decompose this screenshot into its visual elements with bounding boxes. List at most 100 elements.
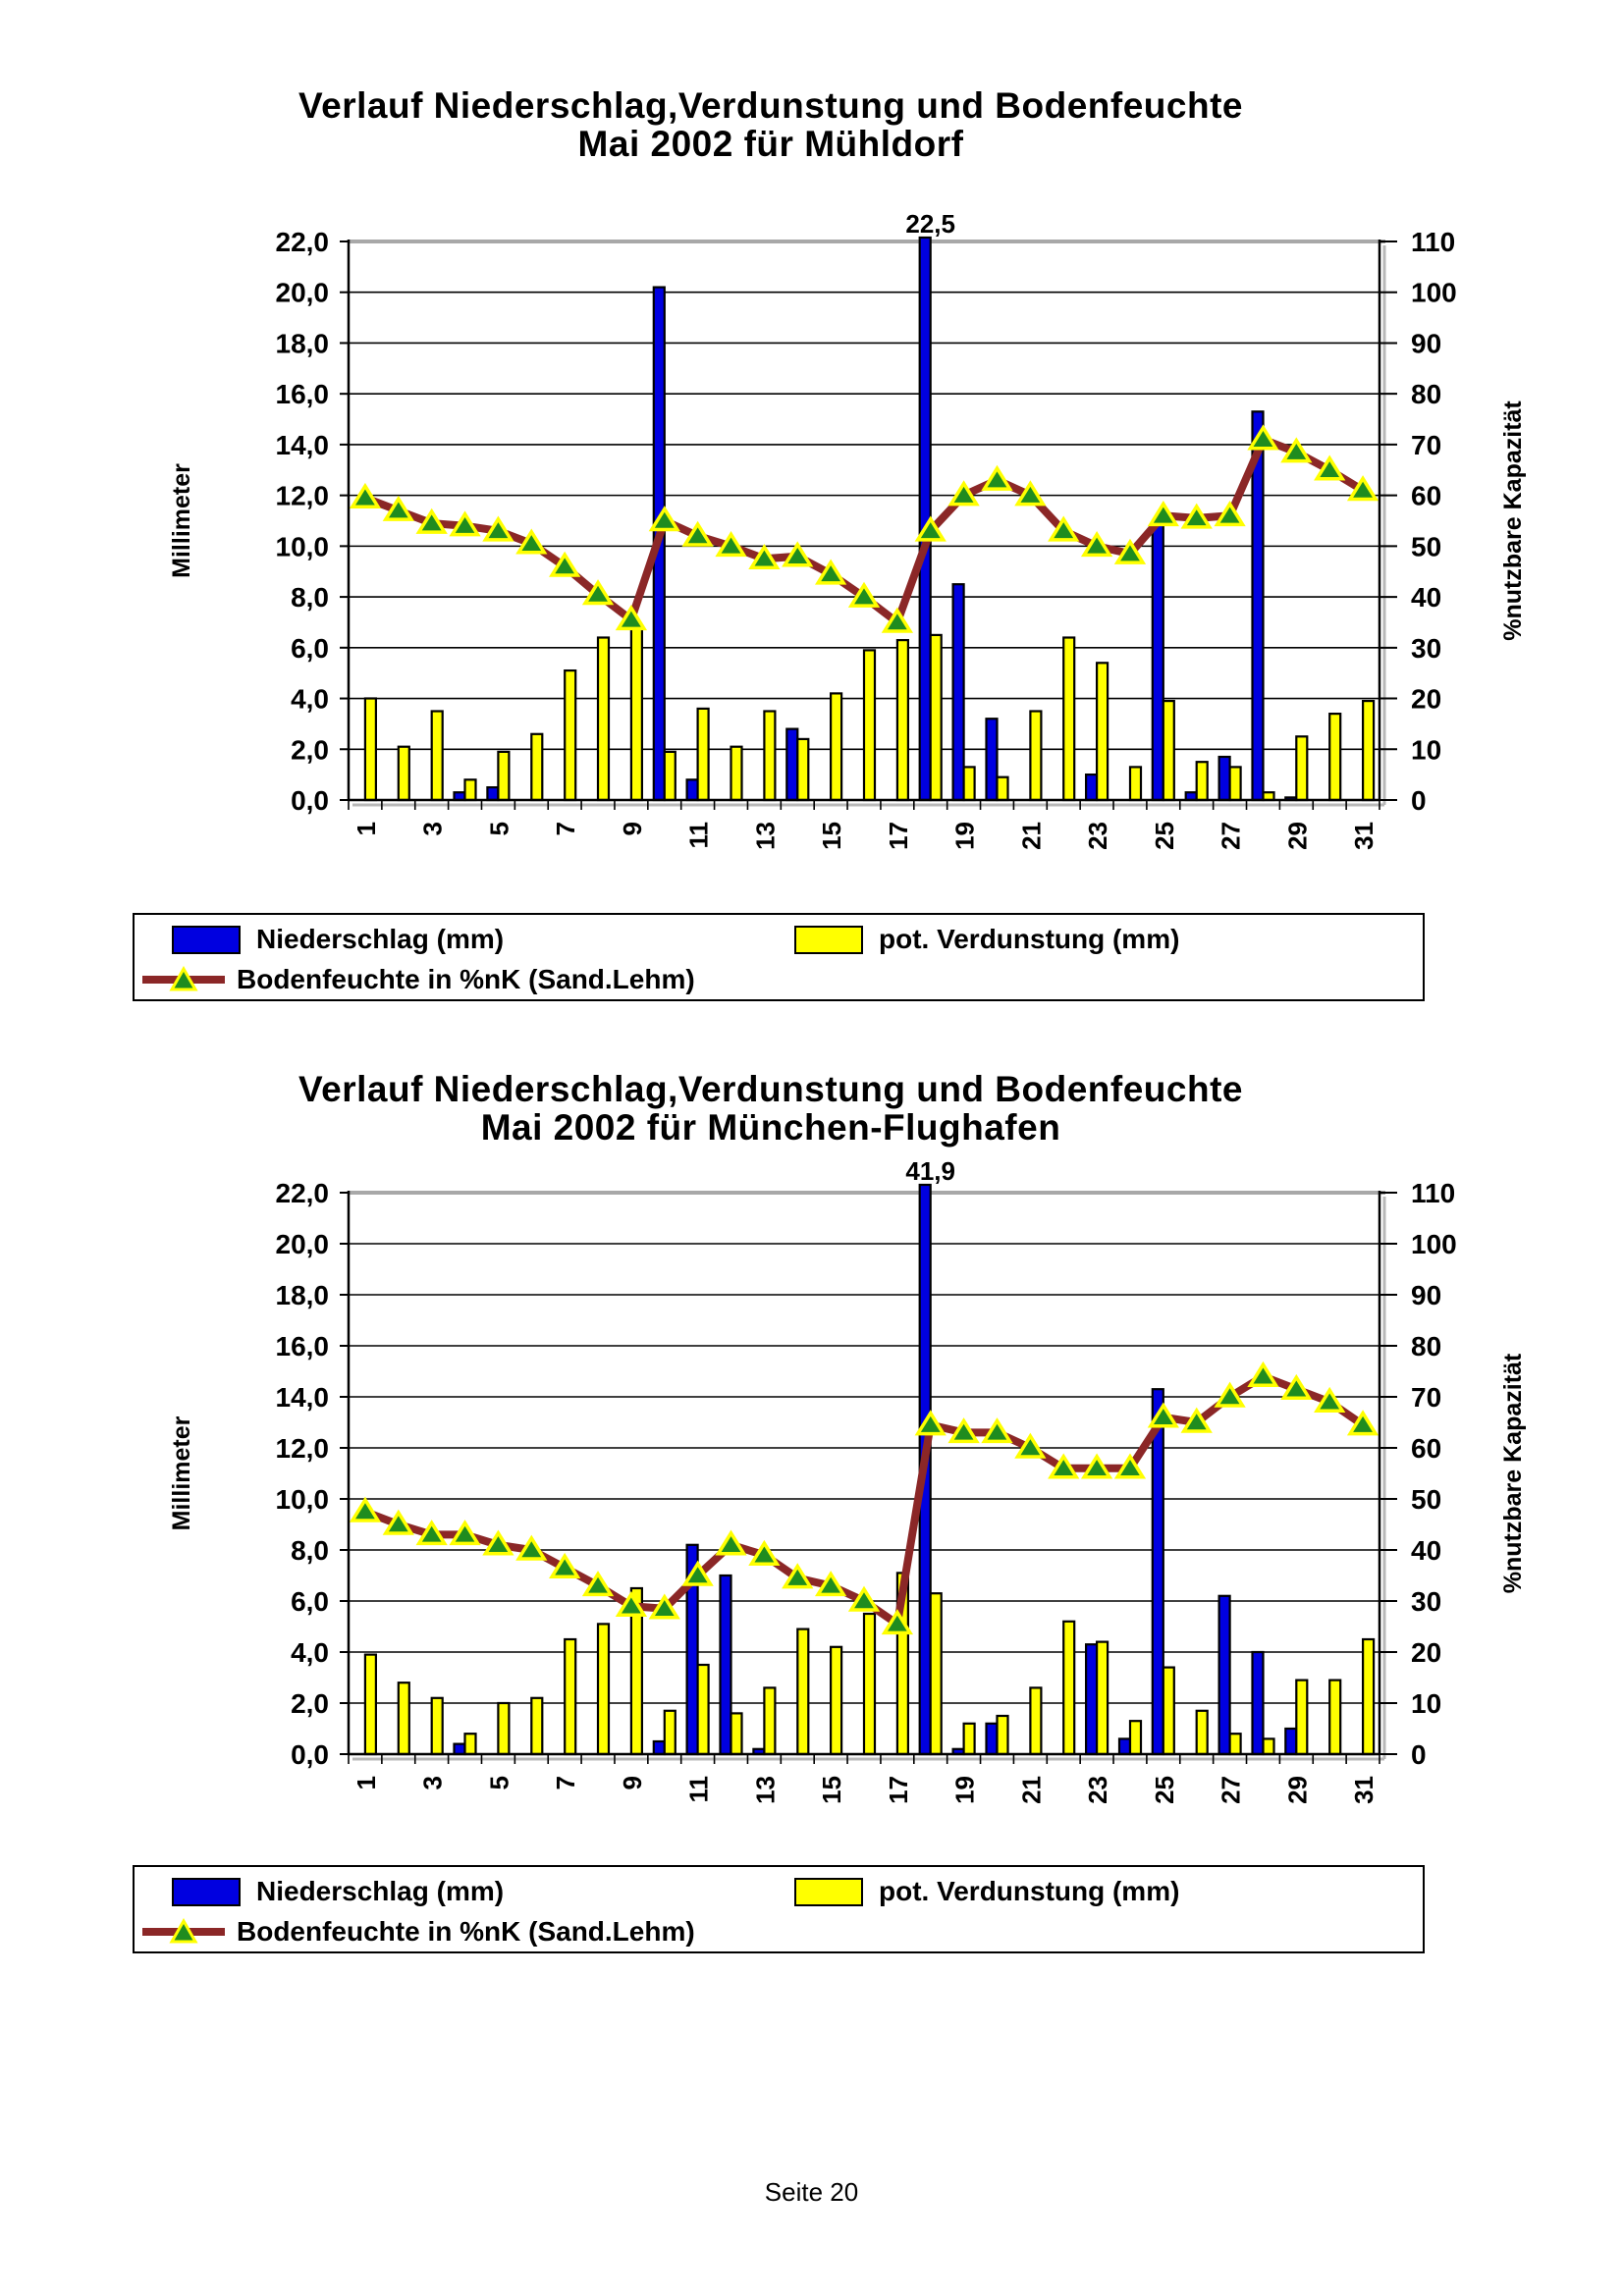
- verdunstung-bar-day-16: [862, 649, 877, 802]
- legend-item-verdunstung: pot. Verdunstung (mm): [794, 924, 1179, 955]
- verdunstung-swatch-icon: [794, 1877, 863, 1906]
- verdunstung-bar-day-13: [763, 1686, 777, 1756]
- svg-text:90: 90: [1411, 1280, 1441, 1310]
- legend-item-bodenfeuchte: Bodenfeuchte in %nK (Sand.Lehm): [140, 964, 695, 995]
- verdunstung-bar-day-6: [530, 732, 544, 802]
- verdunstung-bar-day-18: [929, 633, 943, 802]
- svg-text:20: 20: [1411, 684, 1441, 715]
- svg-text:22,0: 22,0: [276, 227, 330, 257]
- verdunstung-bar-day-5: [497, 750, 511, 802]
- niederschlag-bar-day-25: [1151, 1388, 1164, 1756]
- svg-text:10: 10: [1411, 734, 1441, 765]
- legend-item-bodenfeuchte: Bodenfeuchte in %nK (Sand.Lehm): [140, 1916, 695, 1948]
- svg-text:25: 25: [1150, 822, 1179, 850]
- niederschlag-bar-day-27: [1217, 1594, 1231, 1756]
- verdunstung-bar-day-25: [1162, 1666, 1175, 1756]
- verdunstung-bar-day-21: [1029, 1686, 1043, 1756]
- verdunstung-bar-day-24: [1128, 1720, 1143, 1756]
- svg-text:6,0: 6,0: [291, 1586, 329, 1617]
- bodenfeuchte-markers: [349, 1361, 1380, 1635]
- max-value-label: 41,9: [905, 1156, 955, 1186]
- max-value-label: 22,5: [905, 209, 955, 239]
- svg-text:70: 70: [1411, 430, 1441, 460]
- legend-item-niederschlag: Niederschlag (mm): [172, 1876, 504, 1907]
- svg-text:15: 15: [817, 822, 846, 850]
- legend-label-niederschlag: Niederschlag (mm): [256, 924, 505, 954]
- verdunstung-bar-day-7: [564, 668, 577, 802]
- svg-text:8,0: 8,0: [291, 582, 329, 613]
- svg-text:7: 7: [551, 822, 580, 835]
- verdunstung-bar-day-31: [1361, 699, 1376, 802]
- svg-text:80: 80: [1411, 379, 1441, 409]
- chart-2-legend: Niederschlag (mm) pot. Verdunstung (mm) …: [133, 1865, 1425, 1953]
- niederschlag-bar-day-23: [1084, 1643, 1099, 1756]
- svg-text:11: 11: [684, 822, 714, 849]
- svg-text:60: 60: [1411, 1433, 1441, 1464]
- niederschlag-bar-day-23: [1084, 773, 1099, 802]
- verdunstung-bar-day-8: [596, 1623, 611, 1756]
- svg-text:23: 23: [1083, 822, 1112, 850]
- verdunstung-bar-day-14: [796, 737, 810, 802]
- chart-2-bars: [363, 1183, 1376, 1756]
- niederschlag-swatch-icon: [172, 925, 241, 954]
- niederschlag-bar-day-25: [1151, 521, 1164, 802]
- verdunstung-bar-day-9: [629, 625, 644, 802]
- svg-text:31: 31: [1349, 822, 1379, 850]
- chart-2-title-line-2: Mai 2002 für München-Flughafen: [480, 1107, 1061, 1148]
- verdunstung-bar-day-30: [1328, 712, 1342, 802]
- verdunstung-bar-day-16: [862, 1612, 877, 1756]
- niederschlag-swatch-icon: [172, 1877, 241, 1906]
- svg-text:5: 5: [484, 822, 514, 835]
- verdunstung-bar-day-27: [1228, 1733, 1242, 1756]
- verdunstung-bar-day-10: [663, 1709, 676, 1756]
- svg-text:10,0: 10,0: [276, 531, 330, 561]
- verdunstung-bar-day-19: [962, 766, 976, 802]
- niederschlag-bar-day-5: [486, 785, 500, 802]
- svg-text:6,0: 6,0: [291, 633, 329, 664]
- svg-text:18,0: 18,0: [276, 328, 330, 358]
- svg-text:29: 29: [1282, 822, 1312, 850]
- verdunstung-bar-day-13: [763, 710, 777, 802]
- verdunstung-bar-day-26: [1195, 1709, 1209, 1756]
- chart-1-legend: Niederschlag (mm) pot. Verdunstung (mm) …: [133, 913, 1425, 1001]
- svg-text:23: 23: [1083, 1776, 1112, 1804]
- verdunstung-bar-day-2: [397, 1682, 410, 1756]
- chart-2-title: Verlauf Niederschlag,Verdunstung und Bod…: [103, 1070, 1438, 1147]
- svg-text:2,0: 2,0: [291, 734, 329, 765]
- svg-text:12,0: 12,0: [276, 1433, 330, 1464]
- bodenfeuchte-marker-icon: [142, 965, 225, 991]
- legend-label-bodenfeuchte: Bodenfeuchte in %nK (Sand.Lehm): [237, 964, 695, 994]
- bodenfeuchte-marker-icon: [142, 1917, 225, 1944]
- svg-text:18,0: 18,0: [276, 1280, 330, 1310]
- verdunstung-bar-day-29: [1295, 1679, 1309, 1756]
- svg-text:50: 50: [1411, 531, 1441, 561]
- svg-text:13: 13: [750, 1776, 780, 1804]
- legend-item-verdunstung: pot. Verdunstung (mm): [794, 1876, 1179, 1907]
- svg-text:100: 100: [1411, 278, 1457, 308]
- verdunstung-bar-day-20: [996, 775, 1009, 802]
- x-axis: 1 3 5 7 9 11 13 15 17 19 21 23 25 27 29 31: [348, 1754, 1380, 1804]
- x-axis: 1 3 5 7 9 11 13 15 17 19 21 23 25 27 29 31: [348, 800, 1380, 850]
- verdunstung-bar-day-8: [596, 636, 611, 802]
- niederschlag-bar-day-11: [685, 778, 699, 802]
- svg-text:30: 30: [1411, 633, 1441, 664]
- svg-text:19: 19: [950, 822, 980, 850]
- svg-text:21: 21: [1016, 1776, 1046, 1804]
- svg-text:17: 17: [884, 1776, 913, 1804]
- page-number: Seite 20: [764, 2177, 859, 2207]
- svg-text:31: 31: [1349, 1776, 1379, 1804]
- legend-label-verdunstung: pot. Verdunstung (mm): [879, 1876, 1180, 1906]
- niederschlag-bar-day-24: [1117, 1737, 1132, 1756]
- verdunstung-bar-day-25: [1162, 699, 1175, 802]
- svg-text:19: 19: [950, 1776, 980, 1804]
- svg-text:40: 40: [1411, 582, 1441, 613]
- chart-1-title-line-2: Mai 2002 für Mühldorf: [577, 124, 964, 164]
- niederschlag-bar-day-29: [1284, 1727, 1298, 1756]
- y-axis-left-title: Millimeter: [168, 1415, 195, 1530]
- y-axis-left: 0,0 2,0 4,0 6,0 8,0 10,0 12,0 14,0 16,0 18,0 20,0 2…: [276, 1178, 349, 1770]
- svg-text:22,0: 22,0: [276, 1178, 330, 1208]
- verdunstung-bar-day-22: [1062, 636, 1076, 802]
- y-axis-right: 0 10 20 30 40 50 60 70 80 90 100 110: [1380, 227, 1457, 816]
- y-axis-right-title: %nutzbare Kapazität: [1499, 1353, 1527, 1593]
- verdunstung-bar-day-4: [463, 778, 477, 802]
